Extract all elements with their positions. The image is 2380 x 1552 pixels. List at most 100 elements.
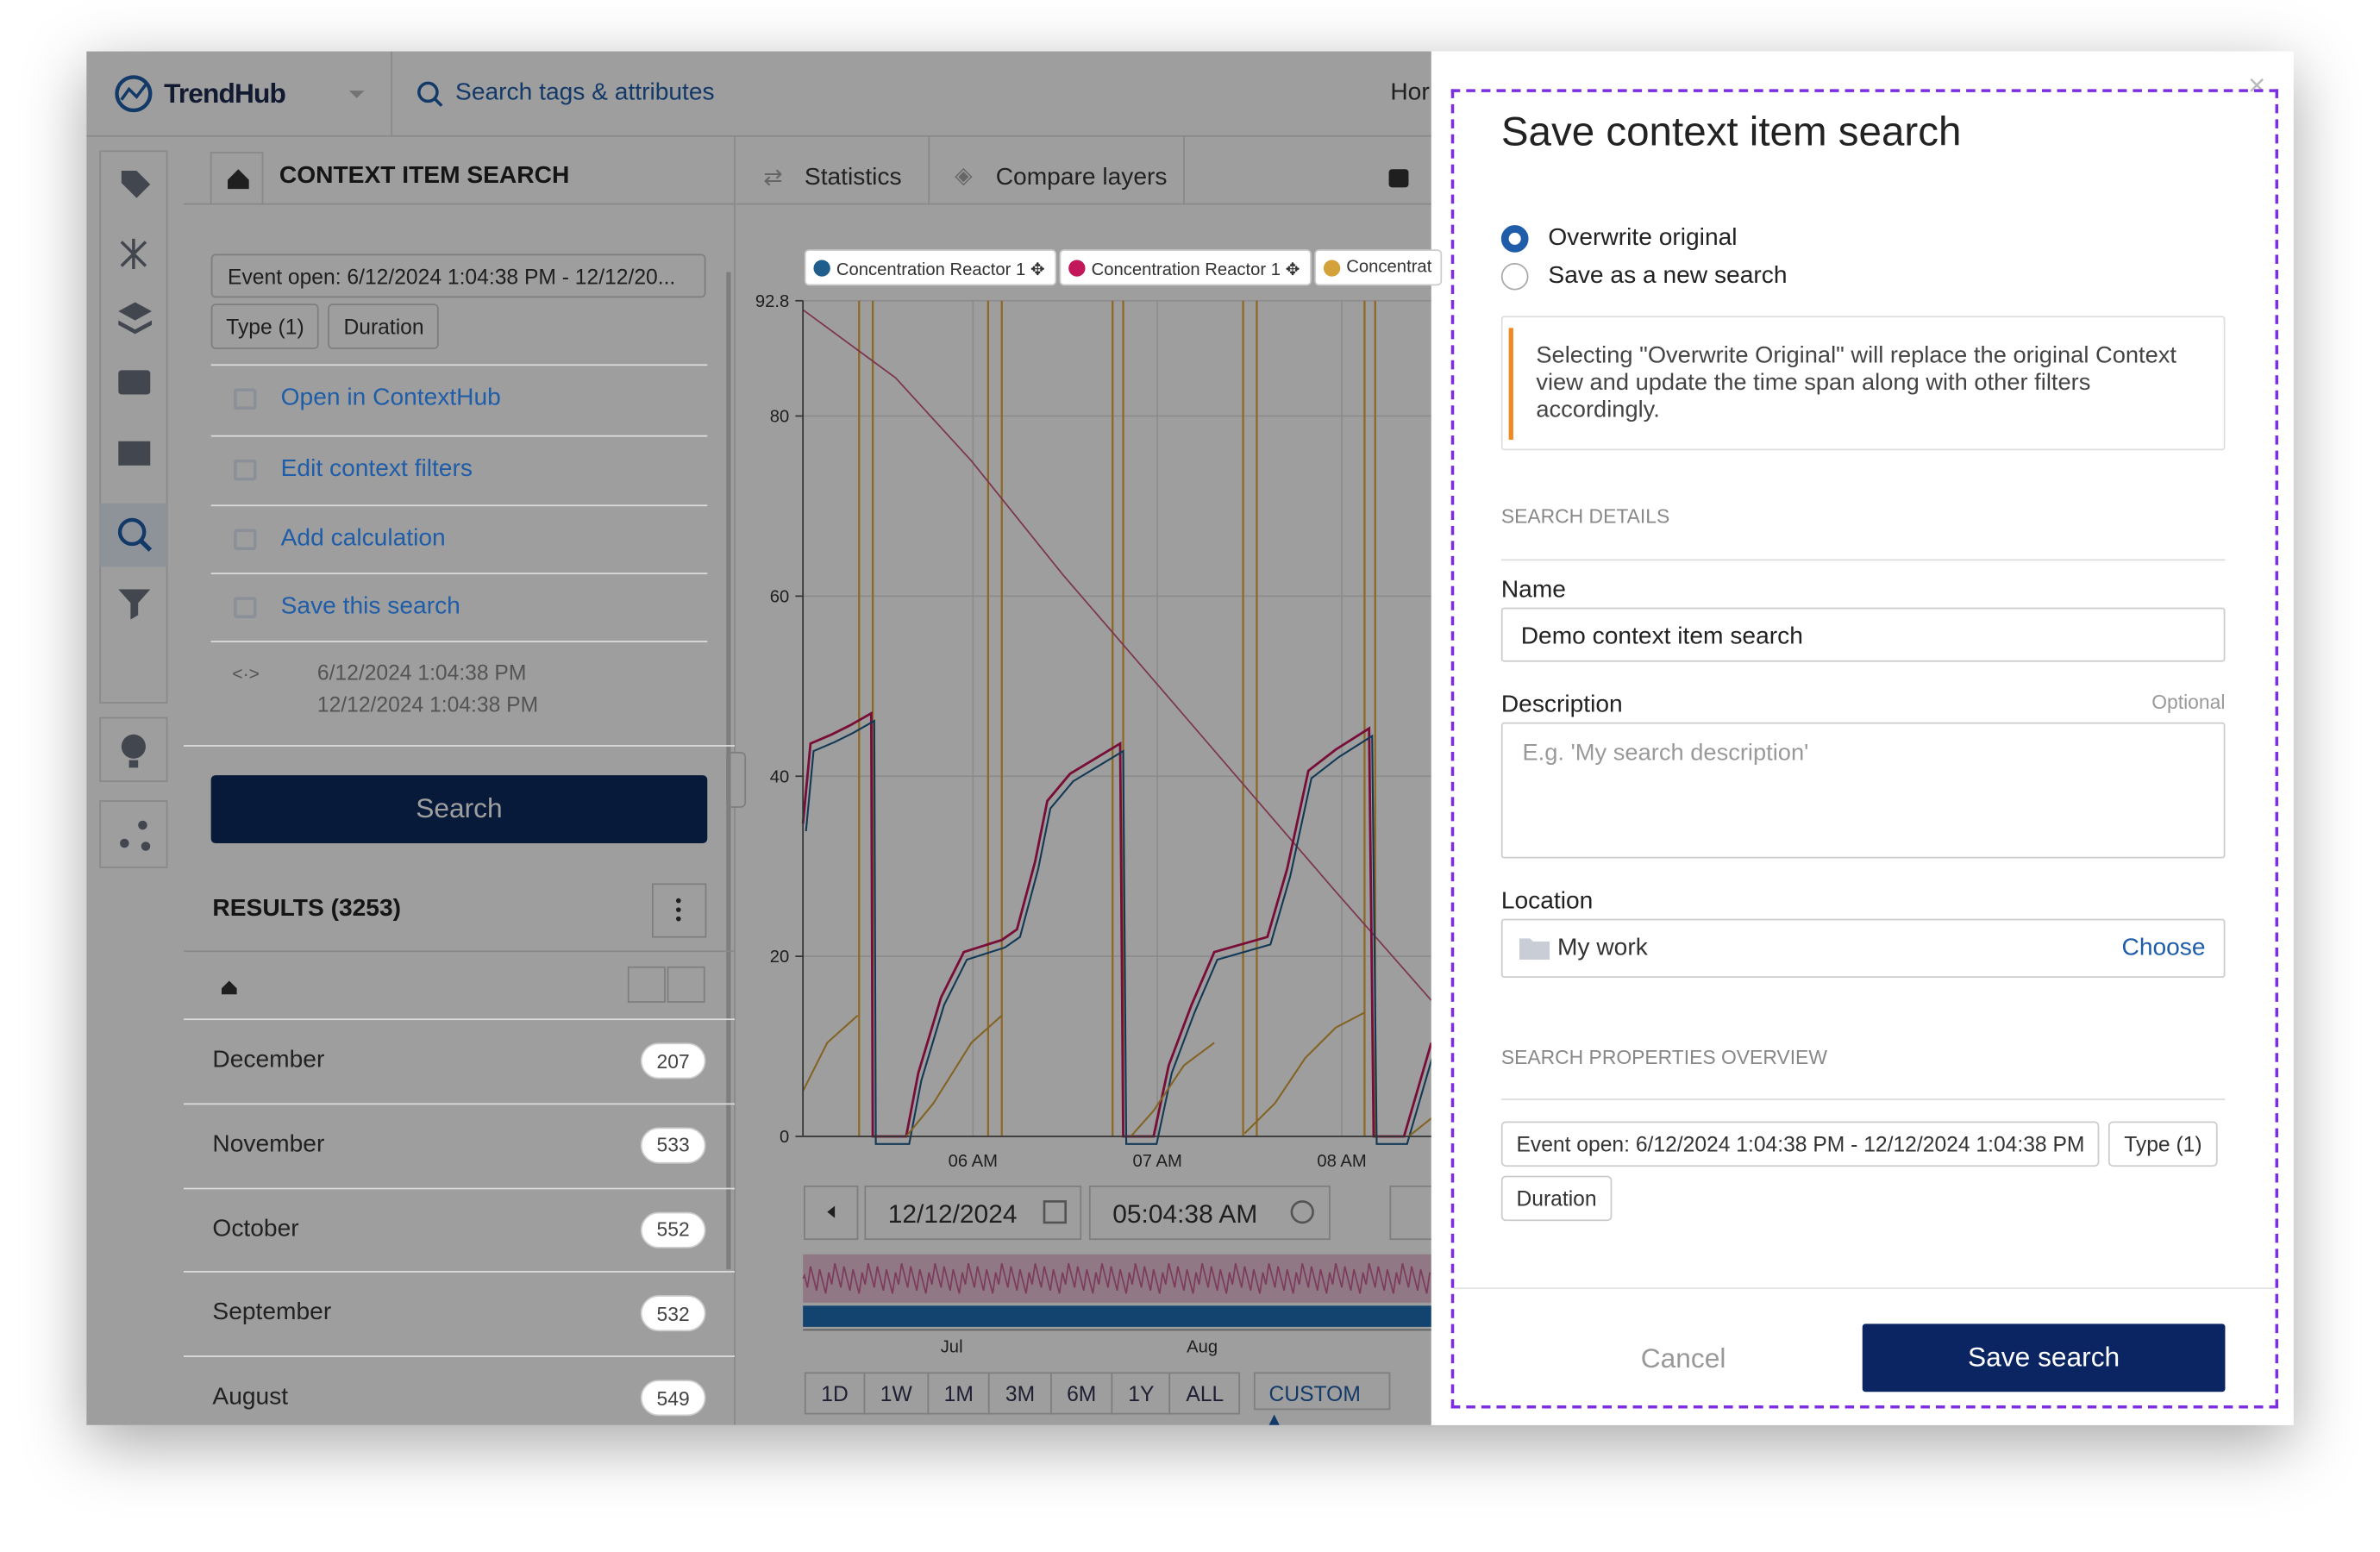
separator xyxy=(183,1186,735,1189)
info-text: Selecting "Overwrite Original" will repl… xyxy=(1536,342,2177,423)
location-field xyxy=(1500,918,2226,978)
legend-item[interactable]: Concentration Reactor 1 ✥ xyxy=(804,249,1056,286)
save-button[interactable]: Save search xyxy=(1862,1324,2226,1392)
separator xyxy=(183,1271,735,1274)
field-label: Name xyxy=(1500,577,1566,604)
range-button[interactable]: 3M xyxy=(988,1372,1052,1415)
action-link[interactable]: Open in ContextHub xyxy=(280,385,501,411)
separator xyxy=(183,1355,735,1357)
time-input[interactable]: 05:04:38 AM xyxy=(1112,1199,1258,1229)
cancel-button[interactable]: Cancel xyxy=(1640,1343,1726,1374)
navigator-label: Aug xyxy=(1187,1338,1218,1357)
trend-line xyxy=(802,309,1431,1001)
y-tick-label: 92.8 xyxy=(755,292,789,311)
y-tick-label: 80 xyxy=(770,408,790,427)
result-count: 533 xyxy=(640,1127,706,1164)
range-buttons: 1D 1W 1M 3M 6M 1Y ALL xyxy=(804,1372,1241,1415)
search-input[interactable]: Search tags & attributes xyxy=(455,79,715,106)
result-count: 552 xyxy=(640,1211,706,1248)
action-icon xyxy=(234,388,257,410)
separator xyxy=(210,435,708,437)
filter-chip[interactable]: Duration xyxy=(328,304,440,349)
custom-range-button[interactable]: CUSTOM ▴ xyxy=(1253,1372,1391,1430)
logo-text: TrendHub xyxy=(164,78,286,110)
legend-swatch xyxy=(1323,260,1341,277)
result-label[interactable]: September xyxy=(212,1299,332,1326)
range-button[interactable]: 1M xyxy=(927,1372,991,1415)
result-label[interactable]: August xyxy=(212,1384,289,1411)
tab-icon: ⇄ xyxy=(763,165,783,191)
radio-label[interactable]: Overwrite original xyxy=(1548,225,1738,251)
navigator-label: Jul xyxy=(941,1338,963,1357)
description-input[interactable]: E.g. 'My search description' xyxy=(1500,722,2226,859)
filter-chips: Type (1) Duration xyxy=(210,304,440,349)
nav-link[interactable]: Hor xyxy=(1390,79,1430,106)
radio[interactable] xyxy=(1500,225,1529,253)
separator xyxy=(210,641,708,642)
result-label[interactable]: December xyxy=(212,1047,325,1073)
section-heading: SEARCH DETAILS xyxy=(1500,504,1670,528)
radio[interactable] xyxy=(1500,262,1529,291)
info-box xyxy=(1500,316,2226,451)
focus-outline xyxy=(1450,89,2279,1409)
series-line xyxy=(802,1011,1431,1137)
property-chip: Type (1) xyxy=(2108,1121,2218,1167)
range-button[interactable]: 6M xyxy=(1049,1372,1113,1415)
result-label[interactable]: November xyxy=(212,1131,325,1158)
filter-chip[interactable]: Type (1) xyxy=(210,304,320,349)
result-label[interactable]: October xyxy=(212,1216,299,1242)
separator xyxy=(183,1103,735,1105)
range-button[interactable]: 1D xyxy=(804,1372,866,1415)
panel-title: CONTEXT ITEM SEARCH xyxy=(279,163,570,190)
date-input[interactable]: 12/12/2024 xyxy=(887,1199,1018,1229)
range-icon: <·> xyxy=(232,663,260,685)
close-button[interactable]: × xyxy=(2247,69,2266,103)
action-icon xyxy=(234,459,257,481)
filter-summary: Event open: 6/12/2024 1:04:38 PM - 12/12… xyxy=(228,264,676,289)
legend-item[interactable]: Concentration Reactor 1 ✥ xyxy=(1059,249,1311,286)
tab-icon: ◈ xyxy=(955,163,973,190)
action-link[interactable]: Add calculation xyxy=(280,525,446,552)
results-title: RESULTS (3253) xyxy=(212,896,402,923)
legend-swatch xyxy=(1068,260,1086,277)
result-count: 549 xyxy=(640,1380,706,1417)
range-button[interactable]: 1W xyxy=(863,1372,930,1415)
section-heading: SEARCH PROPERTIES OVERVIEW xyxy=(1500,1045,1827,1069)
legend-label: Concentration Reactor 1 xyxy=(836,261,1026,280)
separator xyxy=(183,1018,735,1021)
range-button[interactable]: ALL xyxy=(1169,1372,1241,1415)
folder-icon xyxy=(1519,938,1550,960)
y-tick-label: 40 xyxy=(770,767,790,786)
separator xyxy=(210,573,708,575)
separator xyxy=(210,504,708,507)
x-tick-label: 08 AM xyxy=(1317,1152,1366,1171)
search-button[interactable]: Search xyxy=(210,775,708,844)
custom-label: CUSTOM xyxy=(1268,1380,1361,1406)
chart-tab[interactable]: Compare layers xyxy=(995,165,1168,191)
chart-tab[interactable]: Statistics xyxy=(804,165,902,191)
choose-link[interactable]: Choose xyxy=(2121,935,2206,961)
legend-label: Concentrat xyxy=(1346,258,1432,277)
y-tick-label: 20 xyxy=(770,948,790,967)
x-tick-label: 06 AM xyxy=(949,1152,998,1171)
legend-item[interactable]: Concentrat xyxy=(1314,249,1443,286)
location-value: My work xyxy=(1556,935,1648,961)
field-label: Location xyxy=(1500,888,1594,915)
property-chip: Duration xyxy=(1500,1175,1613,1222)
result-count: 532 xyxy=(640,1295,706,1332)
legend-swatch xyxy=(813,260,830,277)
y-tick-label: 60 xyxy=(770,587,790,606)
separator xyxy=(210,364,708,366)
action-link[interactable]: Save this search xyxy=(280,593,460,620)
info-accent xyxy=(1508,328,1513,441)
name-input[interactable]: Demo context item search xyxy=(1500,607,2226,662)
radio-label[interactable]: Save as a new search xyxy=(1548,262,1788,289)
range-start: 6/12/2024 1:04:38 PM xyxy=(316,660,527,685)
series-line xyxy=(801,710,1431,1138)
action-icon xyxy=(234,529,257,550)
filter-summary-box[interactable] xyxy=(210,253,706,298)
legend-label: Concentration Reactor 1 xyxy=(1091,261,1281,280)
action-link[interactable]: Edit context filters xyxy=(280,456,473,483)
